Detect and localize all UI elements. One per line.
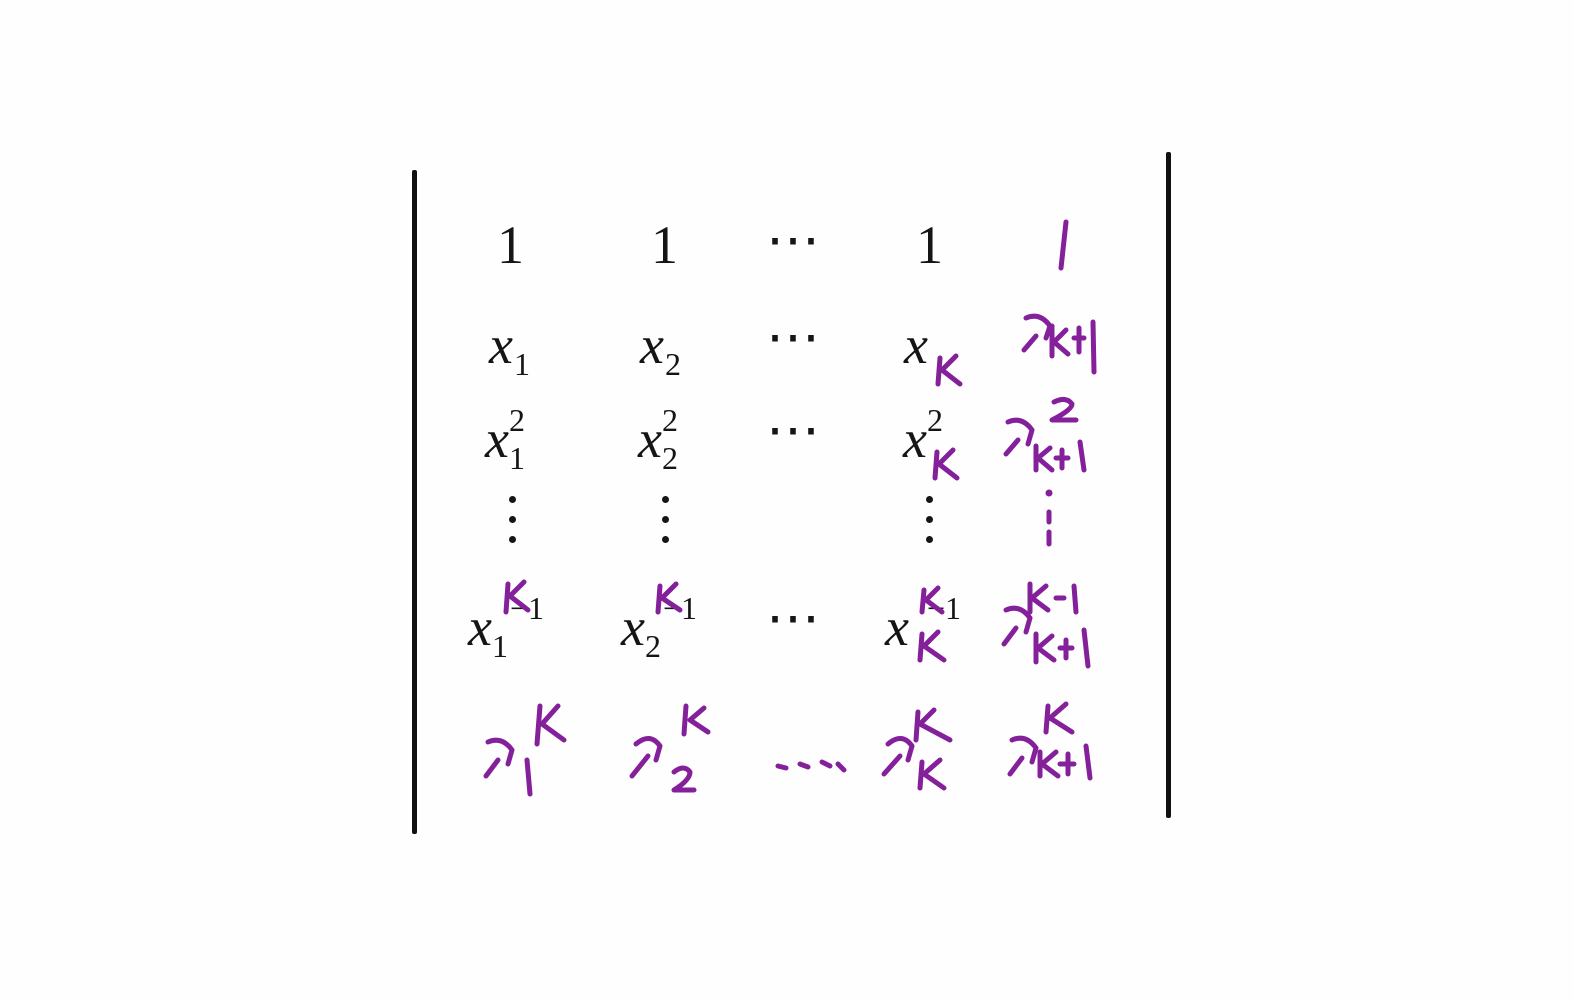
ink-col-last-r3-sup: [1049, 396, 1079, 423]
matrix-cell-r5c2: x −1 2: [621, 590, 698, 664]
ink-row-last-c1-sup: [534, 703, 567, 747]
ink-col-last-r3-sub: [1033, 439, 1087, 473]
ink-col-last-r2-x: [1021, 313, 1053, 353]
determinant-bar-right: [1166, 152, 1171, 818]
ink-col-last-r5-x: [1001, 605, 1033, 647]
ink-col-last-r5-sub: [1033, 627, 1091, 669]
ink-correction-r5c4-sup: [919, 585, 945, 615]
ink-correction-r5c4-sub: [917, 629, 947, 663]
matrix-vdots-c4: [926, 496, 934, 556]
ink-col-last-r1: [1058, 219, 1069, 271]
ink-correction-r5c2-sup: [655, 581, 683, 615]
matrix-cdots-r1: ⋯: [766, 210, 822, 270]
matrix-vdots-c2: [662, 496, 670, 556]
ink-row-last-c5-sup: [1043, 701, 1075, 735]
ink-row-last-c2-sub: [671, 765, 697, 793]
ink-row-last-c5-sub: [1037, 743, 1093, 781]
ink-correction-r2c4: [935, 353, 963, 387]
ink-col-last-r2-sub: [1049, 319, 1097, 375]
ink-correction-r5c1-sup: [503, 579, 531, 615]
matrix-cdots-r3: ⋯: [766, 400, 822, 460]
ink-row-last-c1-sub: [524, 757, 533, 797]
ink-row-last-c2-sup: [681, 703, 711, 737]
matrix-cell-r2c2: x2: [640, 315, 681, 382]
ink-row-last-c4-sup: [913, 707, 953, 743]
ink-row-last-c5-x: [1007, 735, 1039, 777]
ink-row-last-c4-sub: [917, 757, 947, 791]
ink-row-last-ellipsis: [775, 759, 847, 773]
ink-row-last-c2-x: [629, 736, 663, 779]
ink-col-last-r5-sup: [1027, 581, 1079, 615]
determinant-bar-left: [412, 170, 417, 834]
matrix-cdots-r2: ⋯: [766, 307, 822, 367]
ink-correction-r3c4: [932, 447, 960, 481]
matrix-cell-r2c4: x: [904, 315, 928, 375]
matrix-cell-r1c4: 1: [916, 215, 943, 275]
ink-row-last-c1-x: [483, 737, 515, 779]
ink-col-last-r3-x: [1003, 417, 1035, 457]
ink-col-last-vdot-1: [1045, 489, 1053, 497]
matrix-vdots-c1: [509, 496, 517, 556]
ink-row-last-c4-x: [881, 736, 915, 777]
matrix-cell-r1c1: 1: [497, 215, 524, 275]
matrix-cell-r1c2: 1: [651, 215, 678, 275]
matrix-cdots-r5: ⋯: [766, 588, 822, 648]
matrix-cell-r2c1: x1: [489, 315, 530, 382]
